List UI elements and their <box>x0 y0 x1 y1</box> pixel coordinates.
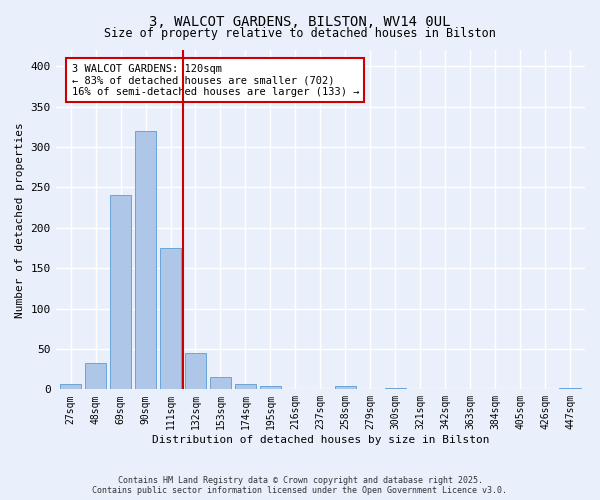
Bar <box>235 384 256 390</box>
Bar <box>60 384 81 390</box>
Text: Size of property relative to detached houses in Bilston: Size of property relative to detached ho… <box>104 28 496 40</box>
X-axis label: Distribution of detached houses by size in Bilston: Distribution of detached houses by size … <box>152 435 489 445</box>
Text: 3, WALCOT GARDENS, BILSTON, WV14 0UL: 3, WALCOT GARDENS, BILSTON, WV14 0UL <box>149 15 451 29</box>
Y-axis label: Number of detached properties: Number of detached properties <box>15 122 25 318</box>
Bar <box>385 388 406 390</box>
Text: Contains HM Land Registry data © Crown copyright and database right 2025.
Contai: Contains HM Land Registry data © Crown c… <box>92 476 508 495</box>
Text: 3 WALCOT GARDENS: 120sqm
← 83% of detached houses are smaller (702)
16% of semi-: 3 WALCOT GARDENS: 120sqm ← 83% of detach… <box>71 64 359 97</box>
Bar <box>110 196 131 390</box>
Bar <box>85 364 106 390</box>
Bar <box>160 248 181 390</box>
Bar <box>260 386 281 390</box>
Bar <box>210 377 231 390</box>
Bar <box>559 388 581 390</box>
Bar <box>335 386 356 390</box>
Bar <box>185 353 206 390</box>
Bar <box>135 131 156 390</box>
